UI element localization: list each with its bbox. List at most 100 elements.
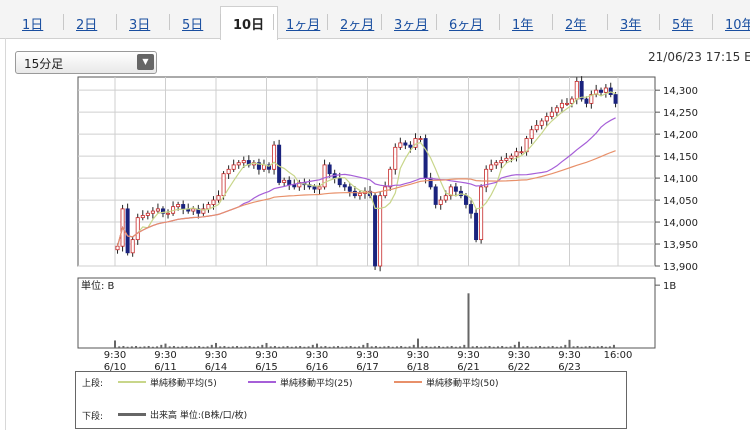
candle-body	[413, 138, 418, 148]
x-time-label: 9:30	[104, 350, 126, 361]
tab-period-13[interactable]: 5年	[672, 18, 694, 33]
volume-bar	[269, 346, 272, 348]
volume-bar	[227, 346, 230, 348]
candle-body	[347, 186, 352, 192]
price-tick-label: 13,900	[663, 262, 698, 273]
volume-bar	[484, 346, 487, 348]
tab-separator	[273, 14, 274, 30]
volume-bar	[459, 346, 462, 348]
volume-bar	[370, 346, 373, 348]
tab-period-14[interactable]: 10年	[725, 18, 750, 33]
volume-bar	[539, 345, 542, 348]
candle-body	[312, 186, 317, 190]
candle-body	[539, 120, 544, 126]
tab-period-3[interactable]: 3日	[129, 18, 151, 33]
candle-body	[140, 215, 145, 219]
volume-bar	[564, 344, 567, 348]
candle-body	[322, 164, 327, 188]
volume-bar	[114, 340, 116, 348]
tab-period-9[interactable]: 6ヶ月	[449, 18, 484, 33]
tab-period-12[interactable]: 3年	[620, 18, 642, 33]
volume-bar	[501, 345, 504, 348]
volume-bar	[496, 346, 499, 348]
candle-body	[393, 146, 398, 170]
candle-body	[574, 80, 579, 100]
volume-bar	[454, 346, 457, 348]
candle-body	[463, 195, 468, 205]
candle-body	[352, 190, 357, 197]
tab-period-8[interactable]: 3ヶ月	[394, 18, 429, 33]
tab-separator	[659, 14, 660, 30]
candle-body	[357, 193, 362, 197]
price-tick-label: 14,200	[663, 130, 698, 141]
tab-period-2[interactable]: 2日	[76, 18, 98, 33]
volume-plot-frame	[77, 277, 656, 349]
volume-bar	[518, 341, 520, 348]
candle-body	[549, 111, 554, 117]
volume-bar	[580, 346, 583, 348]
legend-upper-label: 上段:	[82, 379, 104, 389]
tab-period-4[interactable]: 5日	[182, 18, 204, 33]
tab-period-5[interactable]: 10日	[233, 18, 265, 33]
volume-bar	[555, 346, 558, 348]
candle-body	[613, 94, 618, 104]
volume-bar	[294, 346, 297, 348]
sma-line-50	[116, 150, 616, 247]
volume-bar	[395, 346, 398, 348]
x-time-label: 9:30	[356, 350, 378, 361]
volume-bar	[286, 345, 289, 348]
volume-bar	[122, 345, 125, 348]
candle-body	[130, 239, 135, 254]
candle-body	[342, 184, 347, 188]
volume-bar	[185, 345, 188, 348]
volume-bar	[244, 346, 247, 348]
volume-bar	[278, 346, 281, 348]
volume-panel-title: 単位: B	[81, 279, 115, 292]
volume-bar	[156, 346, 159, 348]
candle-body	[438, 199, 443, 205]
volume-bar	[118, 346, 121, 348]
candle-body	[125, 208, 130, 254]
volume-bar	[135, 345, 138, 348]
candle-body	[469, 204, 474, 214]
price-tick-label: 14,250	[663, 108, 698, 119]
candle-body	[150, 210, 155, 214]
candle-body	[504, 157, 509, 161]
volume-bar	[600, 345, 603, 348]
volume-bar	[206, 346, 209, 348]
candle-body	[155, 208, 160, 212]
candle-body	[489, 164, 494, 170]
volume-bar	[168, 346, 171, 348]
volume-bar	[366, 342, 369, 348]
legend-volume-label: 出来高 単位:(B株/口/枚)	[150, 411, 248, 421]
volume-bar	[404, 346, 407, 348]
candle-body	[317, 186, 322, 190]
candle-body	[423, 138, 428, 179]
volume-bar	[543, 346, 546, 348]
volume-bar	[273, 345, 276, 348]
volume-bar	[534, 346, 537, 348]
tab-period-6[interactable]: 1ヶ月	[286, 18, 321, 33]
volume-bar	[341, 346, 344, 348]
volume-bar	[433, 346, 436, 348]
tab-period-11[interactable]: 2年	[565, 18, 587, 33]
candle-body	[603, 87, 608, 93]
volume-bar	[513, 344, 516, 348]
tab-period-10[interactable]: 1年	[512, 18, 534, 33]
tab-period-1[interactable]: 1日	[22, 18, 44, 33]
price-tick-label: 14,300	[663, 86, 698, 97]
candle-body	[236, 162, 241, 166]
volume-bar	[332, 346, 335, 348]
triangle-down-icon[interactable]: ▼	[137, 54, 154, 70]
interval-select[interactable]: 15分足 ▼	[15, 51, 157, 74]
volume-bar	[252, 346, 255, 348]
volume-bar	[488, 345, 491, 348]
volume-bar	[210, 344, 213, 348]
volume-bar	[442, 346, 445, 348]
tab-period-7[interactable]: 2ヶ月	[340, 18, 375, 33]
candle-body	[337, 177, 342, 186]
volume-bar	[345, 346, 348, 348]
candle-body	[398, 142, 403, 148]
volume-bar	[522, 346, 525, 348]
